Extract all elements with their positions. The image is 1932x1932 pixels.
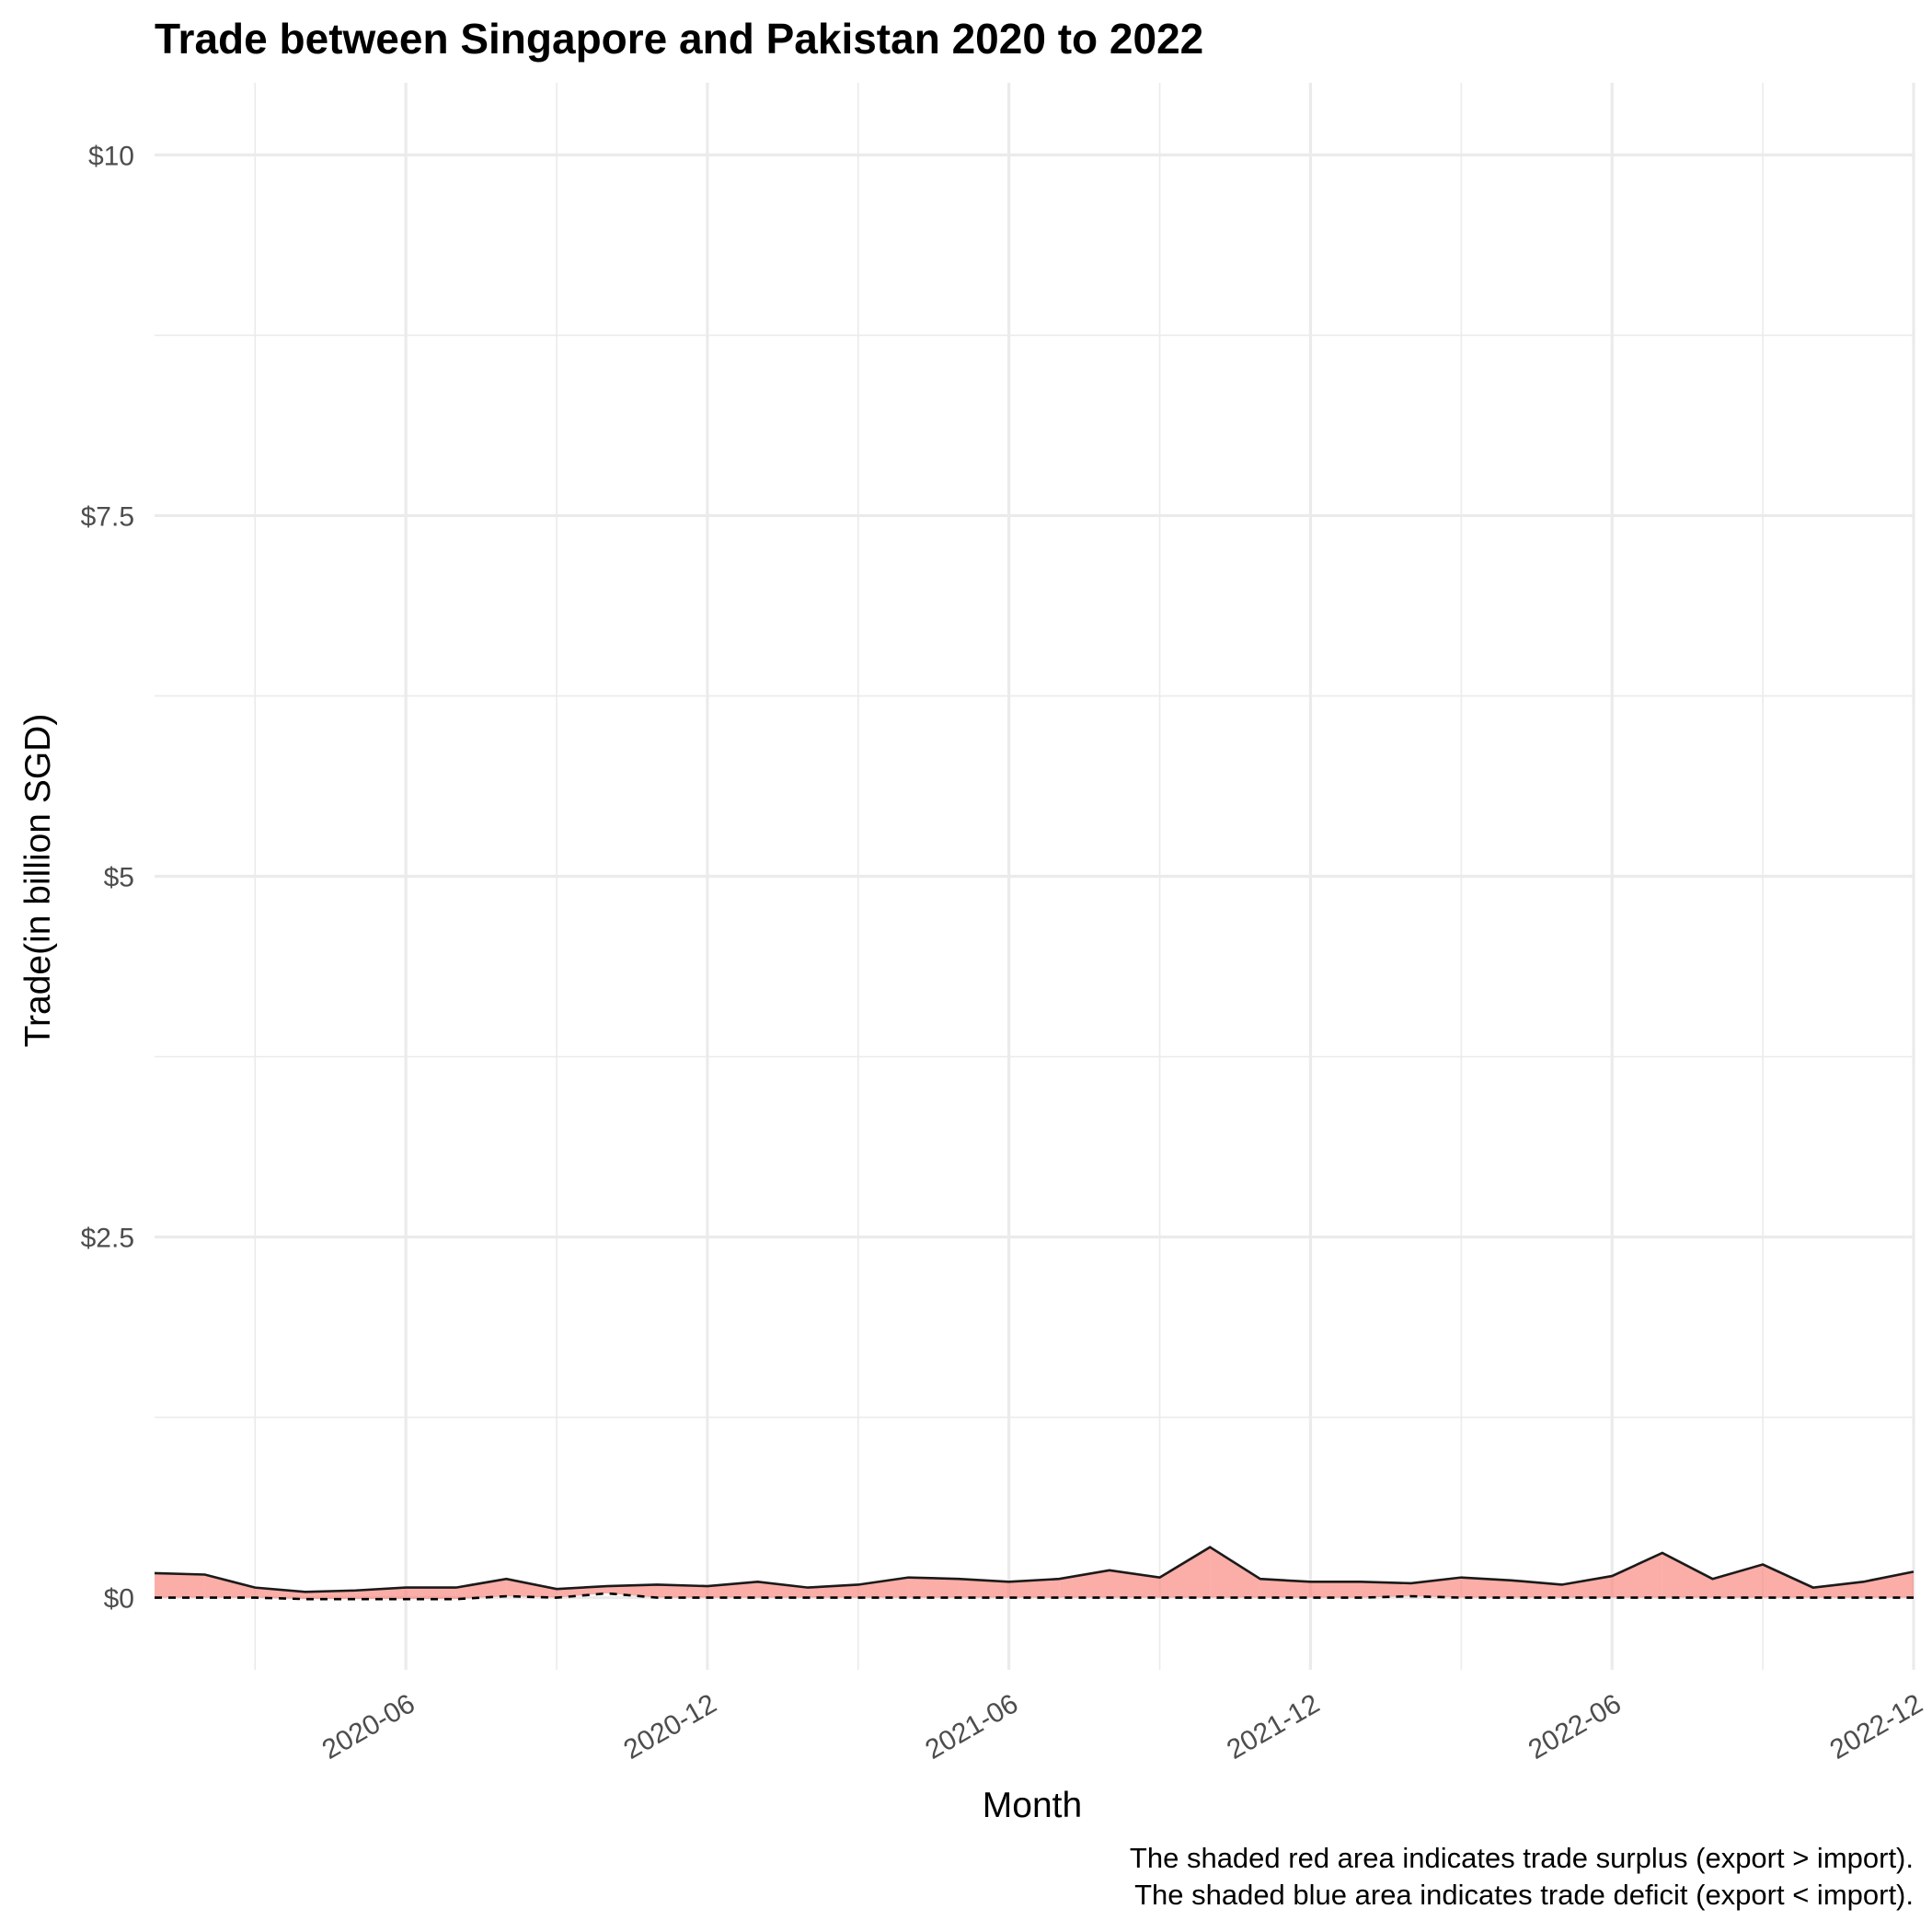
y-tick-label: $0: [104, 1584, 134, 1615]
trade-area-segment: [1310, 1581, 1362, 1598]
trade-area-segment: [1210, 1547, 1260, 1598]
import-line: [155, 1592, 1914, 1601]
export-line: [154, 1546, 1915, 1593]
trade-area-segment: [1812, 1581, 1864, 1598]
y-tick-label: $5: [104, 863, 134, 893]
trade-area-segment: [757, 1581, 809, 1598]
trade-area-segment: [959, 1579, 1009, 1598]
trade-area-segment: [255, 1587, 305, 1600]
y-axis-title: Trade(in billion SGD): [18, 714, 58, 1048]
trade-area-segment: [1561, 1576, 1613, 1598]
caption-line-2: The shaded blue area indicates trade def…: [1134, 1879, 1914, 1911]
trade-area-segment: [1461, 1577, 1512, 1598]
trade-area-segment: [1763, 1564, 1813, 1598]
trade-area-segment: [455, 1579, 507, 1600]
trade-area-segment: [204, 1574, 256, 1598]
caption-line-1: The shaded red area indicates trade surp…: [1130, 1842, 1914, 1874]
trade-area-segment: [1361, 1581, 1411, 1598]
trade-area-segment: [606, 1584, 658, 1598]
y-tick-labels: $0 $2.5 $5 $7.5 $10: [81, 141, 134, 1614]
trade-area-segment: [1008, 1579, 1060, 1598]
trade-area-segment: [1109, 1570, 1160, 1598]
trade-area-segment: [155, 1572, 205, 1598]
trade-area-segment: [1662, 1552, 1713, 1598]
y-tick-label: $10: [88, 141, 134, 171]
series-lines: [154, 1546, 1915, 1601]
trade-area-segment: [1159, 1547, 1211, 1598]
trade-area-segment: [1259, 1579, 1311, 1598]
trade-area-segment: [406, 1587, 456, 1600]
chart-title: Trade between Singapore and Pakistan 202…: [155, 15, 1203, 63]
trade-area-segment: [857, 1577, 909, 1598]
trade-area-segment: [1612, 1552, 1662, 1598]
x-axis-title: Month: [983, 1786, 1082, 1825]
trade-area-segment: [506, 1579, 558, 1598]
trade-area-segment: [1712, 1564, 1764, 1598]
trade-area-segment: [1863, 1571, 1914, 1598]
y-tick-label: $2.5: [81, 1224, 134, 1254]
y-tick-label: $7.5: [81, 501, 134, 532]
trade-area-segment: [908, 1577, 960, 1598]
trade-area-segment: [657, 1584, 707, 1598]
